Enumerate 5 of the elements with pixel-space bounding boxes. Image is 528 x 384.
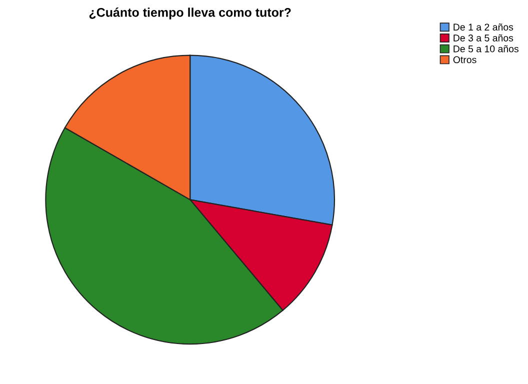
legend-label: De 5 a 10 años	[454, 45, 518, 52]
legend-label: De 3 a 5 años	[454, 34, 514, 42]
chart-title: ¿Cuánto tiempo lleva como tutor?	[89, 8, 291, 20]
legend-label: Otros	[453, 56, 476, 64]
legend-label: De 1 a 2 años	[454, 24, 514, 31]
